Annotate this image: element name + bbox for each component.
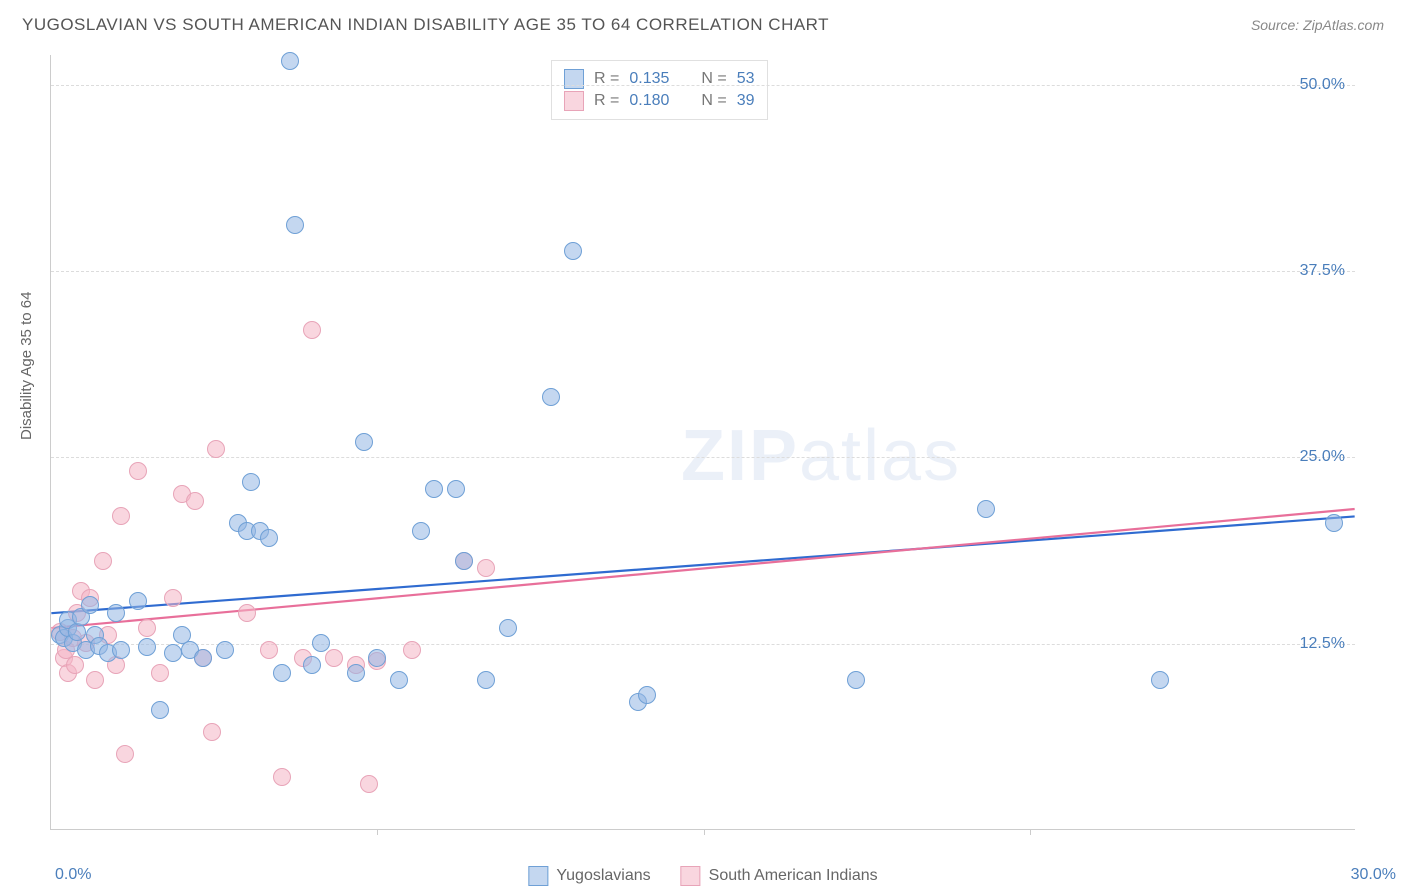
chart-title: YUGOSLAVIAN VS SOUTH AMERICAN INDIAN DIS… bbox=[22, 15, 829, 35]
series1-point bbox=[303, 656, 321, 674]
series2-point bbox=[273, 768, 291, 786]
series2-point bbox=[151, 664, 169, 682]
legend-label: Yugoslavians bbox=[556, 867, 650, 885]
gridline bbox=[51, 271, 1355, 272]
series1-point bbox=[638, 686, 656, 704]
gridline bbox=[51, 85, 1355, 86]
y-tick-label: 12.5% bbox=[1300, 635, 1345, 653]
stats-row: R =0.135N =53 bbox=[564, 69, 755, 89]
series2-point bbox=[360, 775, 378, 793]
series1-point bbox=[447, 480, 465, 498]
r-label: R = bbox=[594, 92, 619, 110]
source-label: Source: ZipAtlas.com bbox=[1251, 17, 1384, 33]
series2-point bbox=[164, 589, 182, 607]
legend-item: South American Indians bbox=[681, 866, 878, 886]
series1-point bbox=[273, 664, 291, 682]
series2-point bbox=[207, 440, 225, 458]
series1-point bbox=[455, 552, 473, 570]
series1-point bbox=[499, 619, 517, 637]
trendlines-svg bbox=[51, 55, 1355, 829]
series1-point bbox=[164, 644, 182, 662]
bottom-legend: Yugoslavians South American Indians bbox=[528, 866, 877, 886]
series2-point bbox=[66, 656, 84, 674]
series1-point bbox=[260, 529, 278, 547]
series1-point bbox=[564, 242, 582, 260]
legend-item: Yugoslavians bbox=[528, 866, 650, 886]
scatter-plot-area: ZIPatlas R =0.135N =53 R = 0.180 N = 39 12.5… bbox=[50, 55, 1355, 830]
series2-point bbox=[129, 462, 147, 480]
series1-point bbox=[542, 388, 560, 406]
legend-swatch bbox=[528, 866, 548, 886]
legend-swatch bbox=[564, 91, 584, 111]
watermark-bold: ZIP bbox=[681, 416, 799, 496]
series1-point bbox=[355, 433, 373, 451]
series1-point bbox=[390, 671, 408, 689]
series1-point bbox=[847, 671, 865, 689]
series2-point bbox=[325, 649, 343, 667]
series1-point bbox=[216, 641, 234, 659]
y-tick-label: 50.0% bbox=[1300, 76, 1345, 94]
x-tick-label: 0.0% bbox=[55, 866, 91, 884]
x-tick-label: 30.0% bbox=[1351, 866, 1396, 884]
series1-point bbox=[151, 701, 169, 719]
x-tick bbox=[704, 829, 705, 835]
series2-point bbox=[303, 321, 321, 339]
y-tick-label: 25.0% bbox=[1300, 448, 1345, 466]
series1-point bbox=[347, 664, 365, 682]
series2-point bbox=[86, 671, 104, 689]
series1-point bbox=[81, 596, 99, 614]
stats-legend-box: R =0.135N =53 R = 0.180 N = 39 bbox=[551, 60, 768, 120]
series1-point bbox=[977, 500, 995, 518]
legend-swatch bbox=[681, 866, 701, 886]
series2-point bbox=[116, 745, 134, 763]
legend-swatch bbox=[564, 69, 584, 89]
series2-point bbox=[260, 641, 278, 659]
stats-row: R = 0.180 N = 39 bbox=[564, 91, 755, 111]
series1-point bbox=[242, 473, 260, 491]
series1-point bbox=[1151, 671, 1169, 689]
series1-point bbox=[286, 216, 304, 234]
series2-point bbox=[203, 723, 221, 741]
x-tick bbox=[377, 829, 378, 835]
series1-point bbox=[425, 480, 443, 498]
r-value: 0.180 bbox=[629, 92, 669, 110]
n-label: N = bbox=[701, 92, 726, 110]
legend-label: South American Indians bbox=[709, 867, 878, 885]
series1-point bbox=[138, 638, 156, 656]
gridline bbox=[51, 457, 1355, 458]
series1-point bbox=[412, 522, 430, 540]
series2-point bbox=[94, 552, 112, 570]
n-value: 39 bbox=[737, 92, 755, 110]
y-axis-label: Disability Age 35 to 64 bbox=[18, 292, 35, 440]
series2-point bbox=[403, 641, 421, 659]
series1-point bbox=[107, 604, 125, 622]
y-tick-label: 37.5% bbox=[1300, 262, 1345, 280]
watermark-rest: atlas bbox=[799, 416, 961, 496]
gridline bbox=[51, 644, 1355, 645]
series1-point bbox=[112, 641, 130, 659]
watermark: ZIPatlas bbox=[681, 415, 961, 497]
x-tick bbox=[1030, 829, 1031, 835]
series1-point bbox=[194, 649, 212, 667]
series2-point bbox=[112, 507, 130, 525]
series1-point bbox=[312, 634, 330, 652]
series2-point bbox=[238, 604, 256, 622]
series1-point bbox=[281, 52, 299, 70]
series1-point bbox=[129, 592, 147, 610]
series1-point bbox=[368, 649, 386, 667]
series2-point bbox=[477, 559, 495, 577]
series1-point bbox=[477, 671, 495, 689]
series2-point bbox=[186, 492, 204, 510]
series1-point bbox=[1325, 514, 1343, 532]
series2-point bbox=[138, 619, 156, 637]
